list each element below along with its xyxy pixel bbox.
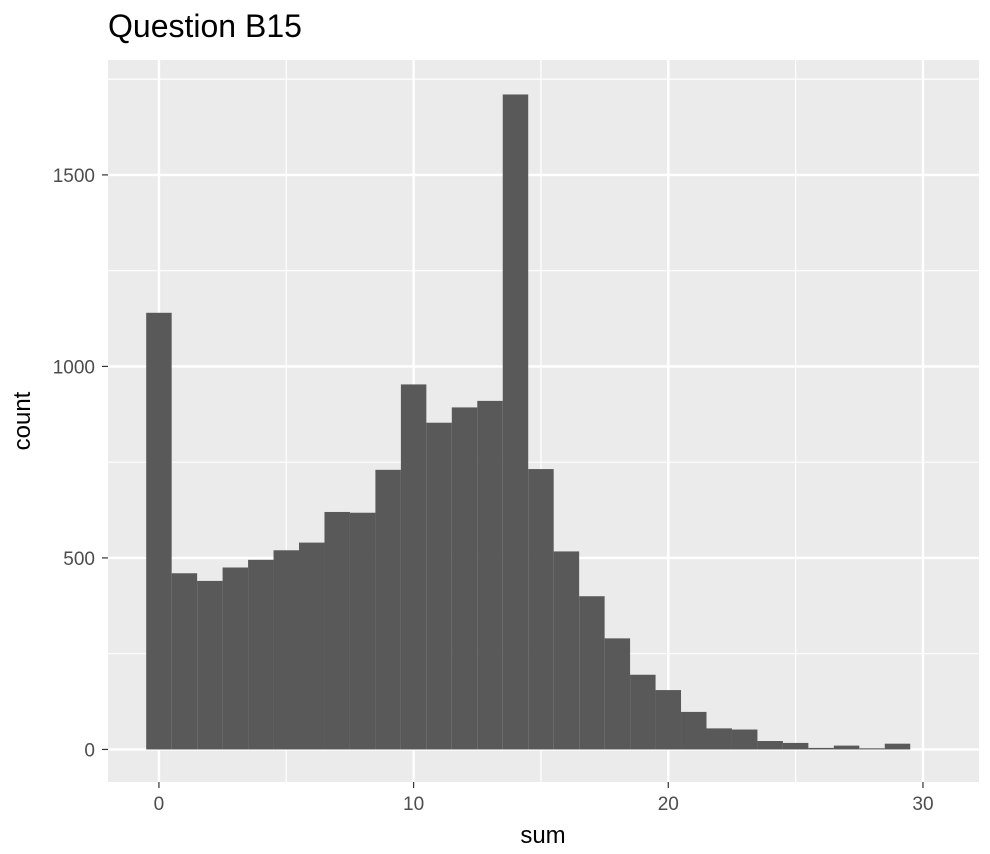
histogram-bar [681,711,707,750]
histogram-bar [502,94,529,750]
histogram-bar [248,559,274,750]
histogram-bar [553,551,580,750]
histogram-bar [222,567,249,750]
histogram-bar [782,742,809,750]
histogram-bar [604,638,631,750]
y-axis-title: count [9,391,36,450]
histogram-bar [426,422,452,750]
histogram-bars [146,94,911,750]
histogram-bar [324,511,350,750]
x-tick-label: 30 [912,794,933,815]
histogram-bar [375,469,401,750]
histogram-bar [833,745,860,750]
histogram-bar [655,690,682,750]
y-tick-label: 0 [84,740,95,761]
y-tick-label: 500 [63,549,95,570]
histogram-bar [757,741,783,750]
histogram-bar [146,312,172,750]
histogram-bar [630,674,656,750]
histogram-bar [451,407,478,750]
histogram-bar [400,384,427,750]
y-tick-label: 1000 [53,357,95,378]
x-tick-label: 0 [154,794,165,815]
histogram-bar [579,596,605,750]
x-axis-title: sum [520,822,565,849]
y-tick-label: 1500 [53,166,95,187]
histogram-bar [171,573,198,750]
x-axis-ticks: 0 10 20 30 [154,782,934,815]
histogram-bar [197,580,223,750]
histogram-bar [273,550,300,750]
x-tick-label: 20 [658,794,679,815]
histogram-bar [859,748,885,750]
histogram-bar [299,542,325,750]
histogram-bar [731,729,758,750]
histogram-bar [706,728,732,750]
histogram-bar [477,400,503,750]
histogram-bar [808,747,834,750]
y-axis-ticks: 0 500 1000 1500 [53,166,108,761]
histogram-bar [349,512,376,750]
histogram-bar [884,743,911,750]
chart-title: Question B15 [108,8,302,44]
histogram-bar [528,469,554,750]
x-tick-label: 10 [403,794,424,815]
